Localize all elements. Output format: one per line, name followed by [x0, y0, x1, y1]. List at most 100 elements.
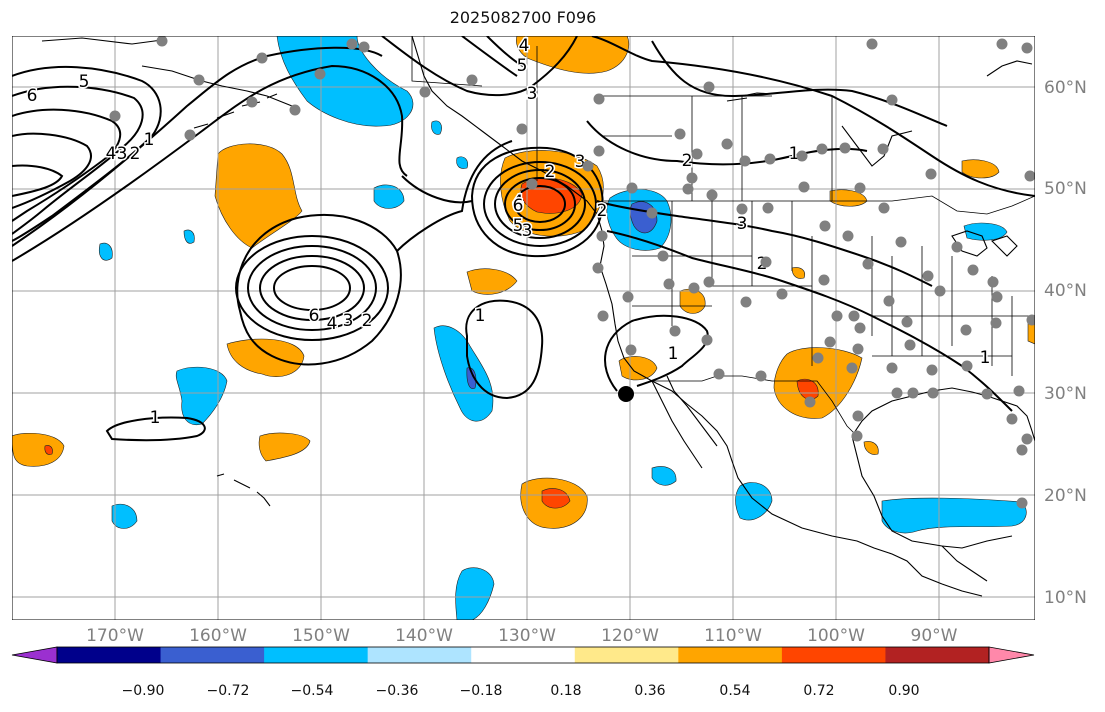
station-dot: [904, 339, 916, 351]
positive-anomaly-patch: [773, 347, 863, 419]
lat-label: 20°N: [1044, 486, 1087, 506]
lat-label: 40°N: [1044, 281, 1087, 301]
colorbar-swatch: [57, 647, 162, 663]
station-dot: [740, 296, 752, 308]
contour-label: 5: [517, 56, 528, 76]
contour-label: 4: [519, 36, 530, 56]
station-dot: [862, 258, 874, 270]
station-dot: [854, 182, 866, 194]
colorbar-swatch: [160, 647, 265, 663]
station-dot: [592, 262, 604, 274]
station-dot: [674, 128, 686, 140]
station-dot: [109, 110, 121, 122]
station-dot: [703, 81, 715, 93]
station-dot: [776, 288, 788, 300]
contour-label: 4: [106, 144, 117, 164]
station-dot: [526, 178, 538, 190]
station-dot: [691, 148, 703, 160]
station-dot: [657, 250, 669, 262]
station-dot: [819, 220, 831, 232]
negative-anomaly-patch: [276, 36, 414, 127]
station-dot: [852, 410, 864, 422]
station-dot: [597, 310, 609, 322]
contour-label: 4: [513, 192, 524, 212]
station-dot: [516, 123, 528, 135]
station-dot: [736, 203, 748, 215]
colorbar-swatch: [781, 647, 886, 663]
colorbar-extend-low: [11, 646, 58, 664]
station-dot: [895, 236, 907, 248]
contour-label: 2: [682, 151, 693, 171]
station-dot: [883, 295, 895, 307]
map-panel[interactable]: 6543212134532643211132546321: [12, 36, 1035, 620]
negative-anomaly-patch: [433, 325, 494, 422]
station-dot: [669, 325, 681, 337]
contour-lines: [12, 36, 1035, 442]
contour-label: 4: [327, 314, 338, 334]
colorbar-swatch: [471, 647, 576, 663]
contour-label: 2: [597, 201, 608, 221]
positive-anomaly-patch: [466, 268, 518, 295]
colorbar-tick-label: 0.90: [888, 683, 920, 699]
station-dot: [981, 388, 993, 400]
station-markers: [109, 36, 1035, 509]
station-dot: [625, 344, 637, 356]
station-dot: [798, 181, 810, 193]
colorbar-extend-high: [988, 646, 1035, 664]
station-dot: [996, 38, 1008, 50]
station-dot: [622, 291, 634, 303]
station-dot: [851, 430, 863, 442]
negative-anomaly-patch: [881, 497, 1027, 534]
station-dot: [891, 387, 903, 399]
station-dot: [846, 362, 858, 374]
lon-label: 150°W: [292, 626, 350, 646]
station-dot: [961, 360, 973, 372]
station-dot: [1026, 314, 1035, 326]
station-dot: [796, 150, 808, 162]
contour-label: 1: [789, 144, 800, 164]
coastlines: [41, 36, 1035, 597]
location-marker[interactable]: [618, 386, 634, 402]
station-dot: [987, 276, 999, 288]
lon-label: 110°W: [704, 626, 762, 646]
station-dot: [818, 274, 830, 286]
station-dot: [701, 334, 713, 346]
station-dot: [960, 324, 972, 336]
positive-anomaly-patch: [12, 432, 65, 467]
negative-anomaly-patch: [456, 156, 469, 169]
station-dot: [1024, 170, 1035, 182]
contour-label: 1: [150, 408, 161, 428]
lat-label: 10°N: [1044, 588, 1087, 608]
station-dot: [990, 317, 1002, 329]
station-dot: [1016, 497, 1028, 509]
colorbar-tick-label: 0.36: [634, 683, 666, 699]
station-dot: [854, 322, 866, 334]
colorbar: [11, 646, 1035, 664]
contour-label: 2: [362, 311, 373, 331]
station-dot: [1006, 413, 1018, 425]
contour-label: 1: [475, 306, 486, 326]
lat-label: 60°N: [1044, 78, 1087, 98]
contour-label: 2: [545, 162, 556, 182]
contour-label: 3: [527, 84, 538, 104]
station-dot: [626, 182, 638, 194]
station-dot: [596, 230, 608, 242]
lon-label: 120°W: [601, 626, 659, 646]
station-dot: [831, 310, 843, 322]
station-dot: [314, 68, 326, 80]
station-dot: [927, 387, 939, 399]
negative-anomaly-patch: [431, 120, 442, 135]
contour-label: 1: [144, 130, 155, 150]
strong-negative-anomaly: [466, 367, 477, 389]
station-dot: [901, 316, 913, 328]
contour-label: 3: [117, 144, 128, 164]
contour-label: 1: [980, 348, 991, 368]
station-dot: [991, 291, 1003, 303]
contour-label: 6: [513, 196, 524, 216]
station-dot: [466, 74, 478, 86]
colorbar-tick-label: 0.18: [550, 683, 582, 699]
colorbar-swatch: [885, 647, 990, 663]
station-dot: [593, 93, 605, 105]
negative-anomaly-patch: [183, 229, 195, 244]
lon-label: 140°W: [395, 626, 453, 646]
